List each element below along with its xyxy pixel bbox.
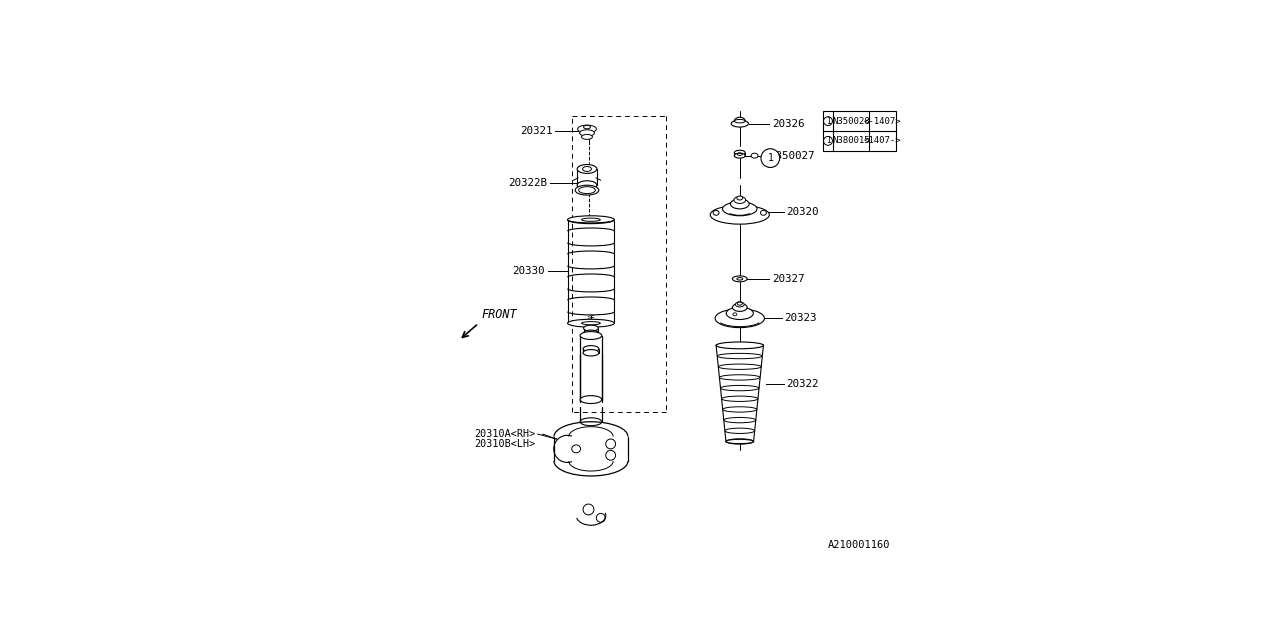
- Ellipse shape: [735, 120, 745, 123]
- Text: 20310A<RH>: 20310A<RH>: [474, 429, 535, 439]
- Ellipse shape: [580, 130, 594, 136]
- Text: <-1407>: <-1407>: [864, 116, 901, 125]
- Ellipse shape: [723, 407, 756, 412]
- Ellipse shape: [731, 199, 749, 209]
- Ellipse shape: [731, 120, 749, 127]
- Text: 20326: 20326: [772, 118, 804, 129]
- Ellipse shape: [723, 417, 755, 423]
- Ellipse shape: [724, 428, 755, 433]
- Text: 20320: 20320: [787, 207, 819, 218]
- Circle shape: [823, 116, 832, 125]
- Ellipse shape: [751, 153, 758, 158]
- Ellipse shape: [716, 342, 763, 348]
- Ellipse shape: [572, 445, 581, 453]
- Ellipse shape: [580, 332, 602, 339]
- Ellipse shape: [596, 513, 605, 522]
- Text: 1: 1: [826, 116, 831, 125]
- Ellipse shape: [726, 307, 754, 319]
- Ellipse shape: [760, 211, 767, 215]
- Ellipse shape: [582, 166, 591, 172]
- Ellipse shape: [577, 180, 596, 189]
- Ellipse shape: [579, 187, 595, 193]
- Text: 20323: 20323: [785, 313, 817, 323]
- Text: <1407->: <1407->: [864, 136, 901, 145]
- Ellipse shape: [584, 325, 598, 331]
- Circle shape: [823, 136, 832, 145]
- Bar: [823, 111, 896, 150]
- Text: A210001160: A210001160: [828, 540, 890, 550]
- Ellipse shape: [584, 125, 590, 129]
- Ellipse shape: [735, 302, 744, 307]
- Circle shape: [762, 148, 780, 168]
- Ellipse shape: [584, 346, 599, 352]
- Text: 20322: 20322: [787, 379, 819, 388]
- Ellipse shape: [733, 196, 746, 204]
- Ellipse shape: [580, 396, 602, 404]
- Ellipse shape: [584, 330, 598, 336]
- Text: 20322B: 20322B: [508, 178, 548, 188]
- Ellipse shape: [718, 364, 762, 369]
- Text: FRONT: FRONT: [481, 308, 517, 321]
- Ellipse shape: [581, 134, 593, 140]
- Ellipse shape: [721, 385, 759, 391]
- Ellipse shape: [716, 342, 763, 349]
- Ellipse shape: [580, 418, 602, 426]
- Ellipse shape: [716, 309, 764, 328]
- Ellipse shape: [577, 125, 596, 133]
- Ellipse shape: [726, 439, 754, 444]
- Text: N380015: N380015: [832, 136, 870, 145]
- Ellipse shape: [719, 375, 760, 380]
- Text: 20330: 20330: [512, 266, 545, 276]
- Ellipse shape: [577, 164, 596, 173]
- Text: 20310B<LH>: 20310B<LH>: [474, 439, 535, 449]
- Ellipse shape: [713, 211, 719, 215]
- Ellipse shape: [735, 153, 745, 158]
- Text: N350027: N350027: [769, 150, 815, 161]
- Ellipse shape: [726, 439, 754, 444]
- Ellipse shape: [575, 185, 599, 195]
- Ellipse shape: [710, 205, 769, 224]
- Text: 1: 1: [826, 136, 831, 145]
- Ellipse shape: [584, 504, 594, 515]
- Text: 1: 1: [768, 153, 773, 163]
- Ellipse shape: [722, 202, 756, 216]
- Ellipse shape: [732, 303, 748, 312]
- Text: 20321: 20321: [520, 126, 553, 136]
- Ellipse shape: [567, 319, 614, 327]
- Ellipse shape: [732, 276, 748, 282]
- Ellipse shape: [737, 196, 742, 200]
- Ellipse shape: [722, 396, 758, 401]
- Ellipse shape: [605, 439, 616, 449]
- Ellipse shape: [584, 349, 599, 356]
- Ellipse shape: [605, 451, 616, 460]
- Text: 20327: 20327: [772, 274, 804, 284]
- Ellipse shape: [735, 150, 745, 155]
- Text: N350028: N350028: [832, 116, 870, 125]
- Ellipse shape: [717, 353, 763, 359]
- Ellipse shape: [567, 216, 614, 223]
